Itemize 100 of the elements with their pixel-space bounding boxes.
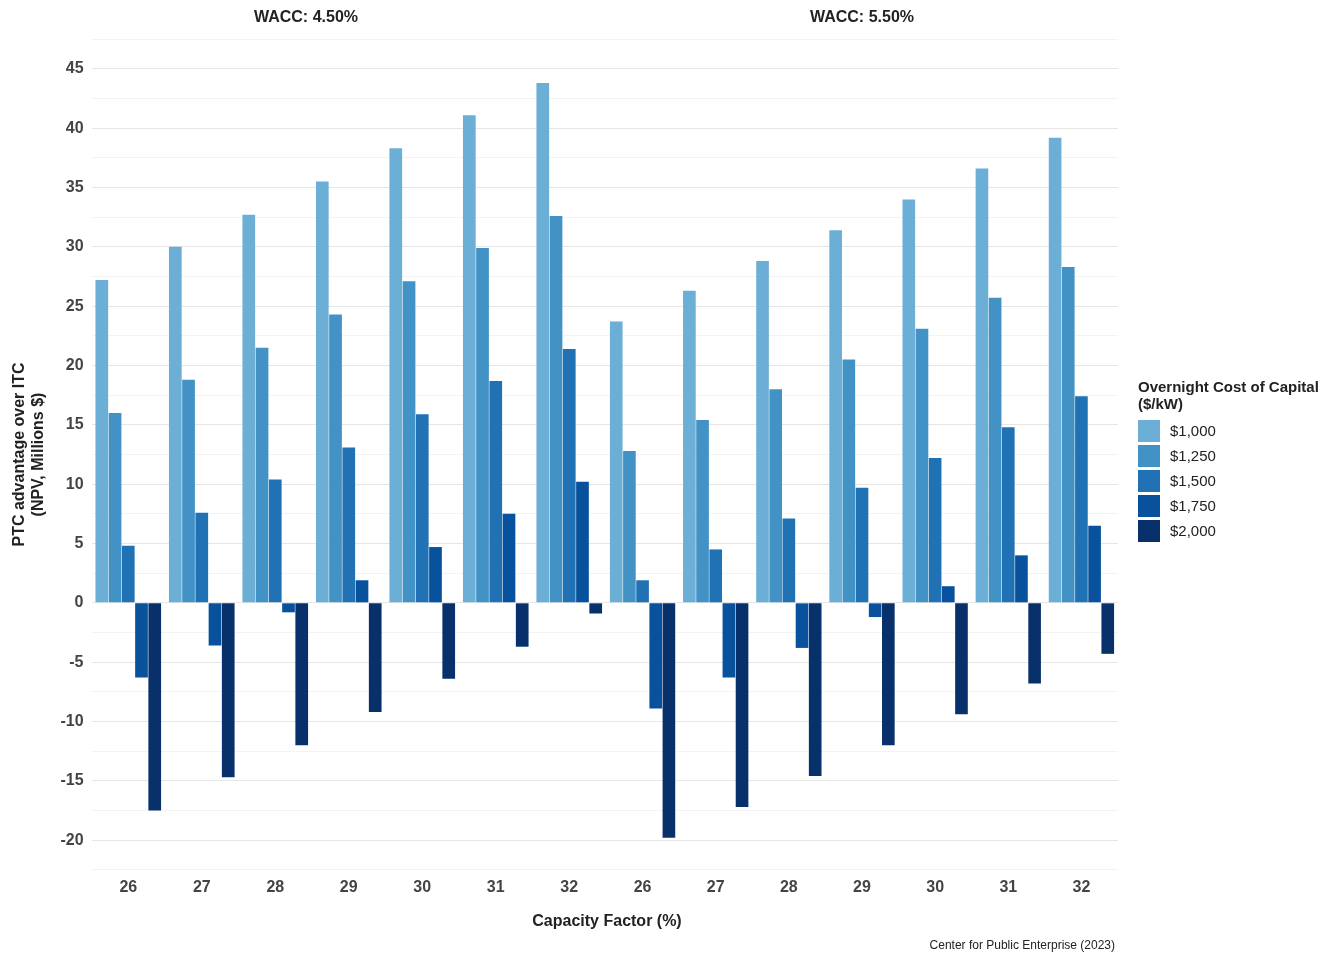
- bar: [315, 181, 329, 603]
- y-tick-label: 30: [65, 237, 84, 255]
- x-tick-label: 26: [119, 877, 138, 895]
- bar: [769, 389, 783, 603]
- bar: [636, 580, 649, 603]
- bar: [476, 248, 489, 603]
- x-tick-label: 31: [486, 877, 505, 895]
- y-tick-label: 15: [65, 415, 84, 433]
- bar: [829, 230, 842, 603]
- x-axis-title: Capacity Factor (%): [531, 912, 683, 930]
- legend-label: $1,750: [1170, 497, 1216, 514]
- x-tick-label: 32: [1072, 877, 1091, 895]
- bar: [368, 603, 382, 712]
- bar: [576, 481, 589, 603]
- bar: [208, 603, 222, 646]
- bar: [975, 168, 989, 603]
- bar: [282, 603, 295, 613]
- bar: [135, 603, 148, 678]
- bar: [515, 603, 529, 647]
- bar: [649, 603, 663, 709]
- legend-title: Overnight Cost of Capital ($/kW): [1138, 378, 1320, 412]
- bar: [295, 603, 309, 746]
- bar: [756, 261, 769, 603]
- bar: [808, 603, 822, 777]
- y-tick-label: -15: [60, 771, 84, 789]
- bar: [242, 214, 256, 603]
- x-tick-label: 27: [192, 877, 211, 895]
- bar: [1028, 603, 1041, 684]
- y-tick-label: 35: [65, 177, 84, 195]
- bar: [1101, 603, 1115, 654]
- bar: [696, 420, 709, 603]
- bar: [941, 586, 955, 603]
- bar: [415, 414, 429, 603]
- text: Center for Public Enterprise (2023): [929, 938, 1115, 952]
- bar: [683, 290, 696, 603]
- x-tick-label: 32: [560, 877, 579, 895]
- x-tick-label: 28: [779, 877, 798, 895]
- y-tick-label: 10: [65, 474, 84, 492]
- bar: [402, 281, 416, 603]
- bar: [329, 314, 342, 603]
- legend-label: $1,500: [1170, 472, 1216, 489]
- bar: [429, 547, 442, 603]
- bar: [928, 458, 942, 603]
- bar: [988, 297, 1002, 603]
- bar: [662, 603, 676, 838]
- legend-label: $1,000: [1170, 422, 1216, 439]
- y-tick-label: 45: [65, 59, 84, 77]
- x-tick-label: 26: [633, 877, 652, 895]
- bar: [915, 328, 929, 603]
- bar: [722, 603, 736, 678]
- bar: [121, 545, 135, 603]
- bar: [735, 603, 749, 807]
- x-tick-label: 30: [926, 877, 945, 895]
- legend-label: $2,000: [1170, 522, 1216, 539]
- bar: [709, 549, 723, 603]
- bar: [868, 603, 882, 618]
- x-tick-label: 28: [266, 877, 285, 895]
- y-tick-label: 40: [65, 118, 84, 136]
- bar: [442, 603, 456, 679]
- bar: [389, 148, 403, 603]
- bar: [502, 513, 516, 603]
- y-tick-label: -10: [60, 711, 84, 729]
- y-tick-label: 20: [65, 355, 84, 373]
- x-tick-label: 30: [413, 877, 432, 895]
- bar: [902, 199, 916, 603]
- chart-title: WACC: 4.50%: [253, 8, 359, 26]
- bar: [1015, 555, 1028, 603]
- bar: [255, 347, 269, 603]
- y-tick-label: 25: [65, 296, 84, 314]
- bar: [148, 603, 162, 811]
- bar: [355, 580, 369, 603]
- bar: [562, 348, 576, 603]
- bar: [589, 603, 603, 614]
- bar: [855, 487, 869, 603]
- x-tick-label: 29: [339, 877, 358, 895]
- bar: [795, 603, 809, 648]
- bar: [1088, 525, 1101, 603]
- bar: [182, 379, 195, 603]
- bar: [108, 412, 122, 603]
- bar: [882, 603, 895, 746]
- bar: [1001, 427, 1015, 603]
- bar: [609, 321, 623, 603]
- bar: [195, 512, 209, 603]
- chart-title: WACC: 5.50%: [809, 8, 915, 26]
- x-tick-label: 29: [853, 877, 871, 895]
- bar: [536, 83, 550, 603]
- bar: [95, 280, 109, 603]
- bar: [1061, 267, 1075, 603]
- bar: [1048, 137, 1062, 603]
- x-tick-label: 27: [706, 877, 725, 895]
- bar: [955, 603, 968, 715]
- bar: [782, 518, 796, 603]
- bar: [221, 603, 235, 778]
- bar: [549, 216, 563, 603]
- x-tick-label: 31: [999, 877, 1018, 895]
- y-tick-label: -5: [69, 652, 84, 670]
- bar: [168, 246, 182, 603]
- y-axis-title: PTC advantage over ITC (NPV, Millions $): [10, 362, 47, 547]
- bar: [268, 479, 282, 603]
- legend-label: $1,250: [1170, 447, 1216, 464]
